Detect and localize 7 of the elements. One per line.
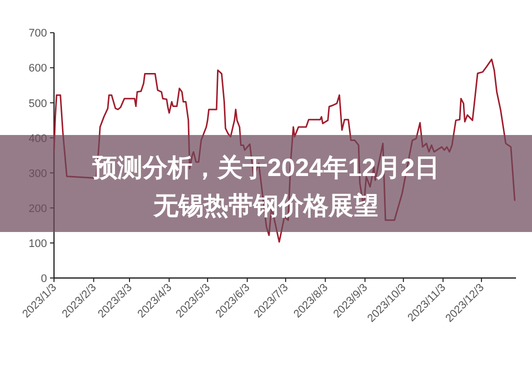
y-tick-label: 500 xyxy=(28,98,47,110)
text: 预测分析，关于2024年12月2日无锡热带钢价格展望 xyxy=(91,154,440,220)
y-tick-label: 0 xyxy=(40,273,47,285)
y-tick-label: 600 xyxy=(28,62,47,75)
y-tick-label: 100 xyxy=(28,238,47,250)
y-tick-label: 700 xyxy=(28,28,47,40)
y-tick-label: 400 xyxy=(28,132,47,145)
